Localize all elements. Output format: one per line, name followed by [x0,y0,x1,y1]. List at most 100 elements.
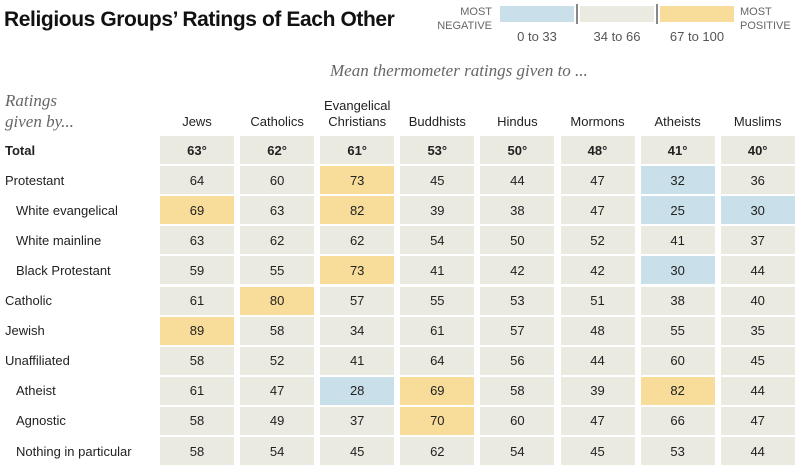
table-cell: 54 [400,226,475,255]
table-cell: 62 [400,437,475,465]
table-cell: 61 [160,286,234,315]
table-cell: 39 [400,196,475,225]
column-header-line: Jews [182,114,212,129]
legend-range-mid: 34 to 66 [593,29,641,44]
table-cell: 54 [480,437,555,465]
table-cell: 82 [640,376,715,405]
table-cell: 25 [640,196,715,225]
row-label: Protestant [5,172,65,188]
table-cell: 61° [320,136,395,164]
table-cell: 44 [720,256,795,285]
table-cell: 30 [640,256,715,285]
table-cell: 34 [320,316,395,345]
table-cell: 63 [240,196,315,225]
table-cell: 60 [640,346,715,375]
table-cell: 64 [400,346,475,375]
table-cell: 69 [160,196,234,225]
legend-positive-swatch [660,6,734,22]
row-label: Agnostic [16,413,66,429]
table-cell: 37 [320,406,395,435]
table-cell: 50° [480,136,555,164]
legend-negative-label: MOST NEGATIVE [437,6,492,32]
column-header: Evangelical Christians [317,92,397,130]
column-header: Muslims [718,92,798,130]
table-cell: 55 [640,316,715,345]
table-cell: 58 [160,437,234,465]
table-cell: 32 [640,166,715,195]
table-cell: 56 [480,346,555,375]
table-cell: 48° [560,136,635,164]
table-cell: 66 [640,406,715,435]
table-cell: 60 [480,406,555,435]
row-label: Atheist [16,383,56,399]
row-label: Catholic [5,293,52,308]
table-cell: 38 [640,286,715,315]
table-cell: 82 [320,196,395,225]
table-cell: 63° [160,136,234,164]
legend-positive-label: MOST POSITIVE [740,6,791,32]
table-cell: 40 [720,286,795,315]
table-cell: 62 [320,226,395,255]
table-cell: 55 [240,256,315,285]
table-cell: 59 [160,256,234,285]
table-cell: 61 [400,316,475,345]
table-cell: 41 [400,256,475,285]
table-cell: 57 [320,286,395,315]
table-cell: 37 [720,226,795,255]
column-header: Jews [157,92,237,130]
table-cell: 44 [560,346,635,375]
column-header-line: Hindus [497,114,538,129]
table-cell: 53° [400,136,475,164]
column-header-line: Mormons [570,114,625,129]
chart-subtitle: Mean thermometer ratings given to ... [330,61,588,80]
column-header-line: Christians [328,114,387,129]
column-header: Buddhists [397,92,477,130]
table-cell: 55 [400,286,475,315]
table-cell: 39 [560,376,635,405]
table-cell: 47 [720,406,795,435]
column-header-line: Evangelical [323,98,391,113]
table-cell: 80 [240,286,315,315]
row-header-label: Ratings given by... [5,91,74,131]
table-cell: 52 [560,226,635,255]
column-header: Hindus [477,92,557,130]
column-header-line: Buddhists [408,114,466,129]
column-header-line: Catholics [250,114,304,129]
row-label: Black Protestant [16,262,111,278]
table-cell: 40° [720,136,795,164]
table-cell: 44 [480,166,555,195]
column-header: Mormons [558,92,638,130]
table-cell: 38 [480,196,555,225]
table-cell: 35 [720,316,795,345]
table-cell: 64 [160,166,234,195]
table-cell: 69 [400,376,475,405]
row-label: Nothing in particular [16,443,132,459]
table-cell: 62 [240,226,315,255]
table-cell: 48 [560,316,635,345]
row-label: Jewish [5,323,45,339]
table-cell: 58 [160,346,234,375]
row-label: White mainline [16,232,102,248]
table-cell: 50 [480,226,555,255]
table-cell: 45 [720,346,795,375]
table-cell: 36 [720,166,795,195]
legend-negative-swatch [500,6,574,22]
table-cell: 45 [560,437,635,465]
table-cell: 58 [240,316,315,345]
legend-tick-low [576,4,578,24]
table-cell: 73 [320,256,395,285]
table-cell: 61 [160,376,234,405]
row-label: White evangelical [16,202,118,218]
table-cell: 41 [320,346,395,375]
table-cell: 47 [240,376,315,405]
table-cell: 57 [480,316,555,345]
table-cell: 45 [400,166,475,195]
table-cell: 53 [640,437,715,465]
table-cell: 63 [160,226,234,255]
column-header: Catholics [237,92,317,130]
table-cell: 42 [480,256,555,285]
table-cell: 47 [560,166,635,195]
column-header-line: Atheists [654,114,701,129]
table-cell: 44 [720,437,795,465]
